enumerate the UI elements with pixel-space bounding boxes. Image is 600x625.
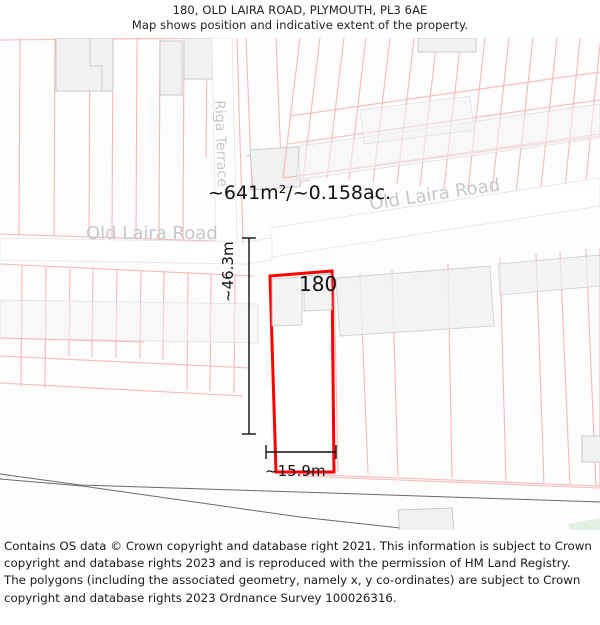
parcel-group-northeast <box>282 38 600 201</box>
map-canvas[interactable]: .pl { stroke:#f7b8b8; stroke-width:1.1; … <box>0 38 600 530</box>
map-vector-layer: .pl { stroke:#f7b8b8; stroke-width:1.1; … <box>0 38 600 530</box>
plot-number-label: 180 <box>299 272 338 296</box>
property-plot-180[interactable] <box>268 269 336 474</box>
old-laira-road-left-corridor <box>0 237 273 265</box>
dimension-label-vertical: ~46.3m <box>219 241 237 302</box>
parcel-group-southeast <box>299 247 600 489</box>
building-group-south <box>397 507 600 530</box>
parcel-group-north-central <box>245 38 311 191</box>
page-subtitle: Map shows position and indicative extent… <box>131 18 469 32</box>
copyright-notice: Contains OS data © Crown copyright and d… <box>0 530 600 625</box>
building-group-northwest <box>55 38 230 96</box>
green-open-space <box>568 518 600 530</box>
parcel-group-southwest <box>0 263 259 397</box>
area-measurement-label: ~641m²/~0.158ac. <box>208 182 392 204</box>
page-title: 180, OLD LAIRA ROAD, PLYMOUTH, PL3 6AE <box>172 3 428 17</box>
map-header: 180, OLD LAIRA ROAD, PLYMOUTH, PL3 6AE M… <box>0 0 600 38</box>
road-lines-south <box>0 473 600 530</box>
dimension-label-horizontal: ~15.9m <box>265 462 326 480</box>
